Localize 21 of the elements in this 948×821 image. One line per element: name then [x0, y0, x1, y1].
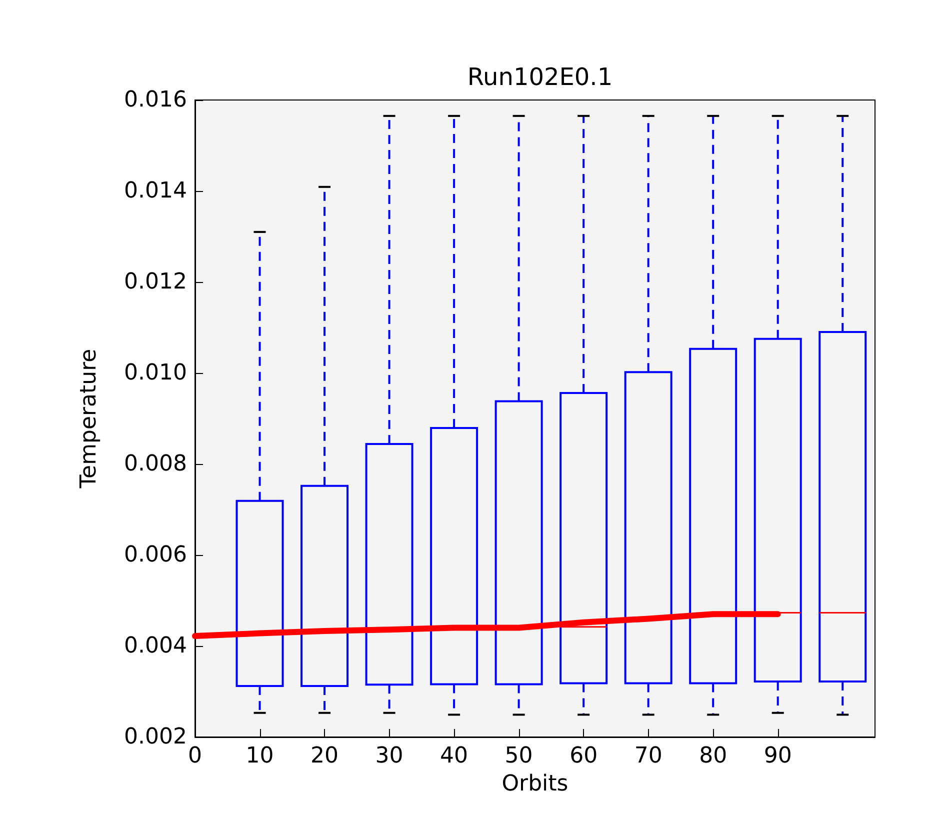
- x-tick-label: 50: [504, 744, 533, 768]
- x-tick-label: 20: [310, 744, 339, 768]
- x-tick-label: 80: [699, 744, 728, 768]
- x-tick-label: 40: [440, 744, 468, 768]
- y-axis-title: Temperature: [76, 348, 102, 490]
- y-tick-label: 0.016: [124, 88, 187, 112]
- x-tick-label: 10: [246, 744, 274, 768]
- y-tick-label: 0.010: [124, 360, 187, 386]
- x-axis-title: Orbits: [502, 772, 568, 796]
- x-tick-label: 0: [188, 744, 202, 768]
- y-tick-label: 0.006: [124, 542, 187, 568]
- y-tick-label: 0.012: [124, 270, 187, 294]
- x-tick-label: 70: [634, 744, 662, 768]
- y-tick-label: 0.008: [124, 452, 187, 476]
- y-tick-label: 0.014: [124, 178, 187, 204]
- x-tick-label: 90: [764, 744, 792, 768]
- y-tick-label: 0.002: [124, 724, 187, 750]
- chart-title: Run102E0.1: [467, 63, 613, 91]
- x-tick-label: 30: [375, 744, 404, 768]
- y-tick-label: 0.004: [124, 634, 187, 658]
- x-tick-label: 60: [570, 744, 598, 768]
